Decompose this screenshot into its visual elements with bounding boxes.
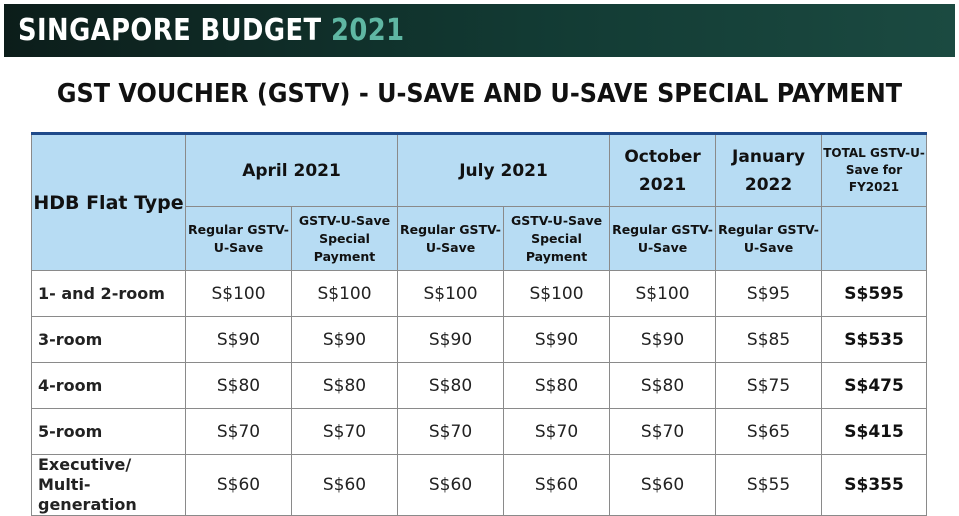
- cell-april-special: S$60: [290, 454, 399, 516]
- row-flat-type: 1- and 2-room: [31, 270, 186, 317]
- table-row: 3-room S$90 S$90 S$90 S$90 S$90 S$85 S$5…: [31, 316, 928, 363]
- row-flat-type: 5-room: [31, 408, 186, 455]
- table-row: 1- and 2-room S$100 S$100 S$100 S$100 S$…: [31, 270, 928, 317]
- header-total: TOTAL GSTV-U-Save for FY2021: [821, 132, 928, 207]
- cell-july-special: S$70: [503, 408, 611, 455]
- cell-july-special: S$80: [503, 362, 611, 409]
- cell-july-regular: S$100: [397, 270, 505, 317]
- cell-april-regular: S$80: [185, 362, 292, 409]
- row-flat-type: 4-room: [31, 362, 186, 409]
- banner: SINGAPORE BUDGET 2021: [4, 4, 955, 57]
- header-october: October 2021: [609, 132, 717, 207]
- cell-total: S$535: [821, 316, 928, 363]
- cell-april-regular: S$90: [185, 316, 292, 363]
- header-january: January 2022: [715, 132, 823, 207]
- banner-title-text: SINGAPORE BUDGET: [18, 13, 322, 48]
- row-flat-type: 3-room: [31, 316, 186, 363]
- page-headline: GST VOUCHER (GSTV) - U-SAVE AND U-SAVE S…: [56, 79, 903, 109]
- cell-july-regular: S$60: [397, 454, 505, 516]
- row-flat-type: Executive/ Multi-generation: [31, 454, 186, 516]
- cell-april-regular: S$70: [185, 408, 292, 455]
- cell-july-regular: S$80: [397, 362, 505, 409]
- subheader-july-regular: Regular GSTV-U-Save: [397, 206, 505, 271]
- subheader-october-regular: Regular GSTV-U-Save: [609, 206, 717, 271]
- cell-total: S$595: [821, 270, 928, 317]
- table-row: 5-room S$70 S$70 S$70 S$70 S$70 S$65 S$4…: [31, 408, 928, 455]
- table-row: 4-room S$80 S$80 S$80 S$80 S$80 S$75 S$4…: [31, 362, 928, 409]
- cell-january-regular: S$65: [715, 408, 823, 455]
- cell-october-regular: S$60: [609, 454, 717, 516]
- header-april: April 2021: [184, 132, 399, 207]
- table-header: HDB Flat Type April 2021 July 2021 Octob…: [31, 132, 928, 271]
- cell-july-special: S$90: [503, 316, 611, 363]
- header-flat-type: HDB Flat Type: [31, 132, 186, 271]
- cell-total: S$415: [821, 408, 928, 455]
- cell-july-regular: S$70: [397, 408, 505, 455]
- subheader-april-regular: Regular GSTV-U-Save: [185, 206, 292, 271]
- cell-october-regular: S$70: [609, 408, 717, 455]
- banner-title: SINGAPORE BUDGET 2021: [18, 13, 405, 48]
- table-row: Executive/ Multi-generation S$60 S$60 S$…: [31, 454, 928, 516]
- cell-october-regular: S$80: [609, 362, 717, 409]
- cell-july-regular: S$90: [397, 316, 505, 363]
- gstv-table: HDB Flat Type April 2021 July 2021 Octob…: [31, 132, 928, 516]
- cell-april-special: S$100: [290, 270, 399, 317]
- subheader-total-blank: [821, 206, 928, 271]
- cell-july-special: S$100: [503, 270, 611, 317]
- cell-total: S$355: [821, 454, 928, 516]
- banner-year: 2021: [330, 13, 405, 48]
- cell-january-regular: S$75: [715, 362, 823, 409]
- cell-january-regular: S$85: [715, 316, 823, 363]
- header-july: July 2021: [397, 132, 611, 207]
- cell-january-regular: S$95: [715, 270, 823, 317]
- cell-april-special: S$80: [290, 362, 399, 409]
- subheader-july-special: GSTV-U-Save Special Payment: [503, 206, 611, 271]
- cell-april-regular: S$100: [185, 270, 292, 317]
- subheader-april-special: GSTV-U-Save Special Payment: [290, 206, 399, 271]
- subheader-january-regular: Regular GSTV-U-Save: [715, 206, 823, 271]
- cell-october-regular: S$100: [609, 270, 717, 317]
- table-body: 1- and 2-room S$100 S$100 S$100 S$100 S$…: [31, 270, 928, 516]
- cell-april-special: S$70: [290, 408, 399, 455]
- cell-total: S$475: [821, 362, 928, 409]
- cell-april-special: S$90: [290, 316, 399, 363]
- cell-july-special: S$60: [503, 454, 611, 516]
- cell-october-regular: S$90: [609, 316, 717, 363]
- cell-january-regular: S$55: [715, 454, 823, 516]
- cell-april-regular: S$60: [185, 454, 292, 516]
